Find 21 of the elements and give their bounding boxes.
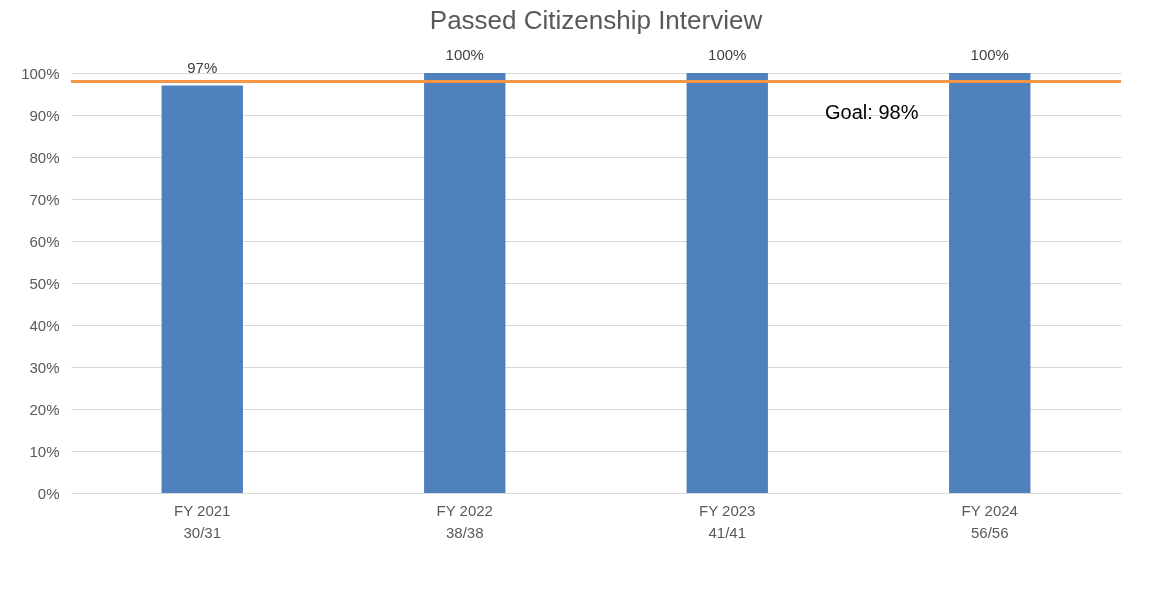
y-tick-label: 50% (29, 274, 60, 292)
y-tick-label: 30% (29, 358, 60, 376)
chart-title: Passed Citizenship Interview (429, 5, 763, 35)
data-label: 100% (445, 46, 484, 63)
y-tick-label: 10% (29, 442, 60, 460)
y-tick-label: 90% (29, 106, 60, 124)
data-label: 100% (708, 46, 747, 63)
y-tick-label: 60% (29, 232, 60, 250)
data-label: 100% (970, 46, 1009, 63)
x-tick-label: FY 2023 41/41 (699, 501, 756, 541)
x-tick-label: FY 2022 38/38 (436, 501, 493, 541)
y-tick-label: 20% (29, 400, 60, 418)
y-tick-label: 100% (21, 64, 60, 82)
data-label: 97% (187, 58, 218, 76)
y-tick-label: 70% (29, 190, 60, 208)
y-tick-label: 40% (29, 316, 60, 334)
ref-line-label: Goal: 98% (825, 101, 919, 124)
x-tick-label: FY 2024 56/56 (961, 501, 1018, 541)
x-tick-label: FY 2021 30/31 (174, 501, 231, 541)
y-tick-label: 0% (37, 484, 60, 502)
y-tick-label: 80% (29, 148, 60, 166)
